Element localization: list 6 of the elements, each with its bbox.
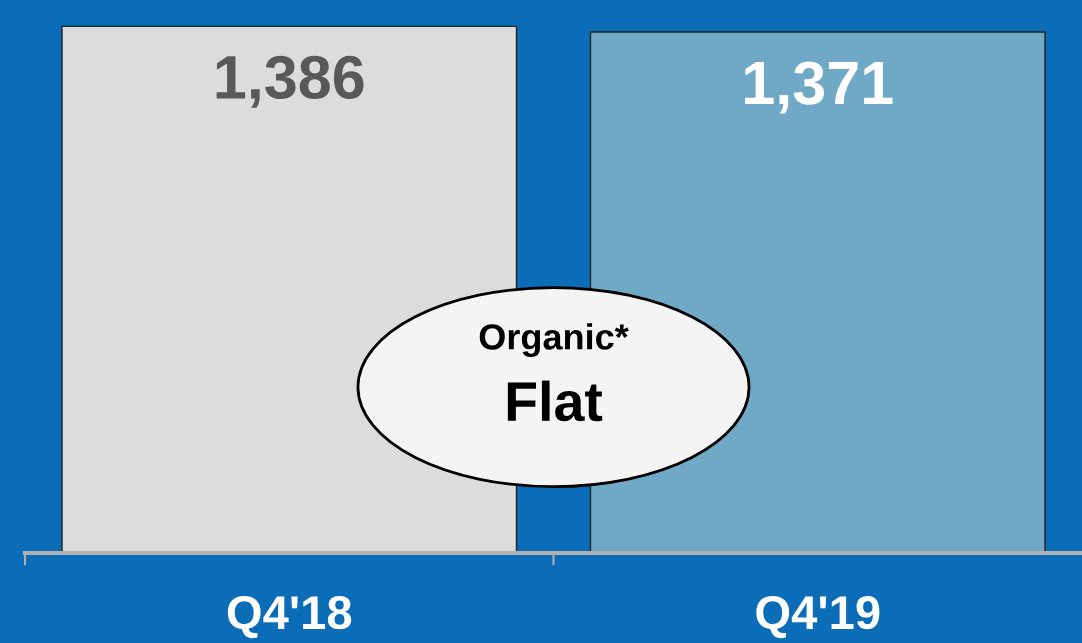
x-tick-label: Q4'19 (756, 595, 880, 639)
data-label: 1,386 (216, 55, 364, 108)
data-label: 1,371 (745, 61, 893, 114)
annotation: Flat (507, 380, 603, 422)
annotation: Organic* (479, 323, 629, 358)
x-tick-label: Q4'18 (227, 595, 352, 639)
